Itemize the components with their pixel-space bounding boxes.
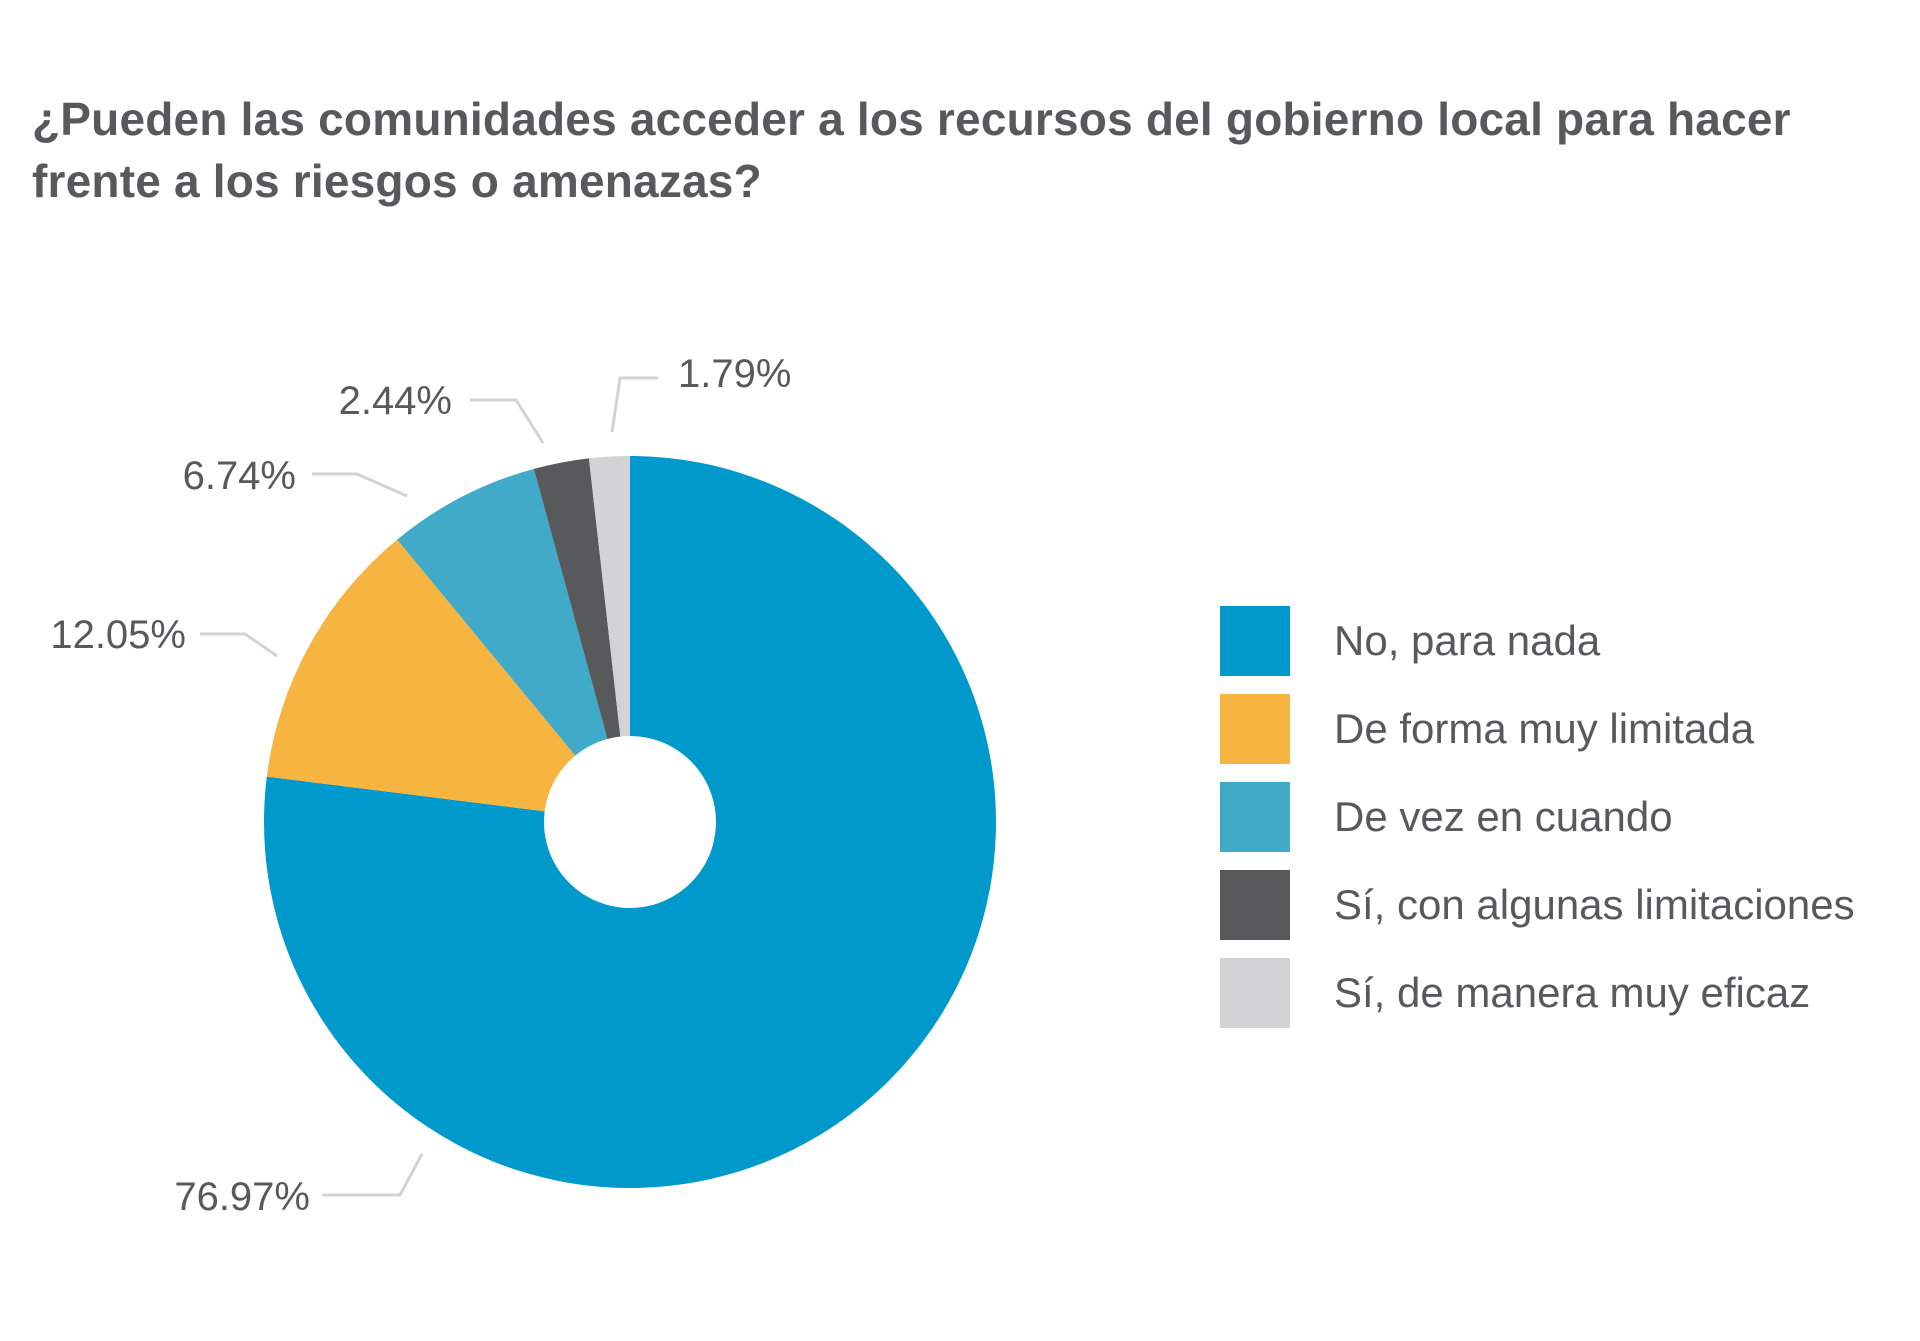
leader-line: [610, 376, 658, 433]
chart-title: ¿Pueden las comunidades acceder a los re…: [32, 93, 1791, 207]
donut-slice: [397, 468, 608, 756]
legend-item: De forma muy limitada: [1220, 694, 1855, 764]
legend-label: Sí, con algunas limitaciones: [1334, 881, 1855, 928]
donut-slice: [588, 456, 630, 737]
donut-slice: [533, 458, 621, 740]
legend-swatch: [1220, 870, 1290, 940]
data-label: 6.74%: [183, 454, 296, 498]
leader-line: [312, 472, 408, 498]
legend-label: De forma muy limitada: [1334, 705, 1755, 752]
donut-slice: [266, 539, 576, 812]
data-label: 1.79%: [678, 352, 791, 396]
legend-label: No, para nada: [1334, 617, 1601, 664]
data-label: 2.44%: [339, 379, 452, 423]
legend-label: De vez en cuando: [1334, 793, 1673, 840]
legend-item: Sí, con algunas limitaciones: [1220, 870, 1855, 940]
data-label: 12.05%: [50, 613, 186, 657]
legend-label: Sí, de manera muy eficaz: [1334, 969, 1811, 1016]
legend-item: No, para nada: [1220, 606, 1855, 676]
legend-item: Sí, de manera muy eficaz: [1220, 958, 1855, 1028]
data-label: 76.97%: [174, 1175, 310, 1219]
legend-swatch: [1220, 958, 1290, 1028]
legend-item: De vez en cuando: [1220, 782, 1855, 852]
leader-line: [322, 1153, 424, 1197]
leader-line: [200, 632, 278, 658]
donut-slice: [264, 456, 996, 1188]
legend-swatch: [1220, 782, 1290, 852]
leader-line: [470, 398, 545, 444]
legend-swatch: [1220, 694, 1290, 764]
legend-swatch: [1220, 606, 1290, 676]
legend: No, para nada De forma muy limitada De v…: [1220, 606, 1855, 1046]
